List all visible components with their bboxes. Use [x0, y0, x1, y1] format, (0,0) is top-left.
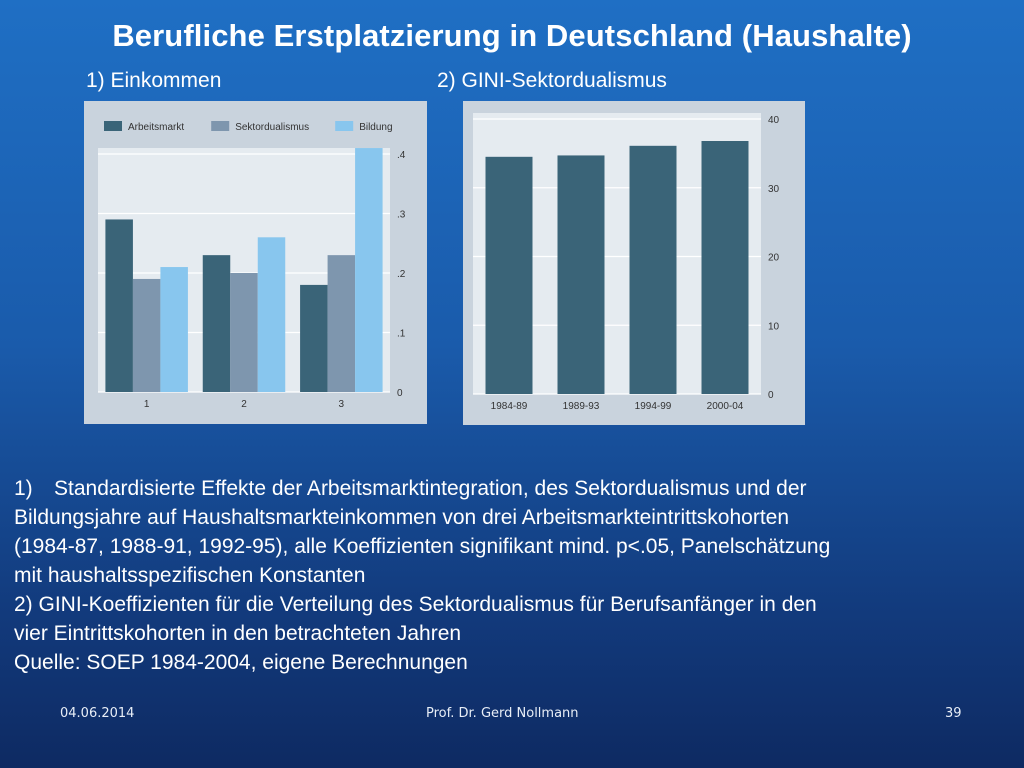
gini-chart-ytick-label: 20: [768, 253, 780, 264]
gini-chart-ytick-label: 40: [768, 115, 780, 126]
income-chart-legend-label: Arbeitsmarkt: [128, 122, 184, 133]
gini-chart-ytick-label: 10: [768, 321, 780, 332]
note1-line4: mit haushaltsspezifischen Konstanten: [14, 564, 366, 587]
income-chart-bar: [230, 273, 258, 392]
note1-line3: (1984-87, 1988-91, 1992-95), alle Koeffi…: [14, 535, 831, 558]
income-chart-bar: [105, 219, 133, 392]
income-chart-legend-swatch: [335, 121, 354, 131]
income-chart-bar: [327, 255, 356, 392]
income-chart-ytick-label: .4: [397, 150, 406, 161]
gini-chart-xtick-label: 1984-89: [491, 401, 528, 412]
income-chart-ytick-label: .1: [397, 329, 406, 340]
footer-date: 04.06.2014: [60, 706, 135, 721]
gini-chart: 0 10 20 30 40 1984-89 1989-93 1994-99 2000-04: [463, 101, 805, 425]
footer-author: Prof. Dr. Gerd Nollmann: [426, 706, 579, 721]
income-chart-legend-swatch: [211, 121, 230, 131]
note2-line1: 2) GINI-Koeffizienten für die Verteilung…: [14, 593, 817, 616]
income-chart: 0 .1 .2 .3 .4 1 2 3 Arbeitsmarkt Sektordualismus B…: [84, 101, 427, 424]
gini-chart-bar: [629, 145, 677, 394]
income-chart-legend-label: Bildung: [359, 122, 392, 133]
notes-block: 1) Standardisierte Effekte der Arbeitsmar…: [14, 474, 1014, 677]
income-chart-bar: [355, 148, 383, 392]
income-chart-xtick-label: 1: [144, 399, 150, 410]
income-chart-xtick-label: 2: [241, 399, 247, 410]
income-chart-bar: [132, 278, 161, 392]
note2-line2: vier Eintrittskohorten in den betrachtet…: [14, 622, 462, 645]
note1-text1: Standardisierte Effekte der Arbeitsmarkt…: [54, 477, 807, 500]
gini-chart-bar: [485, 156, 533, 394]
income-chart-bar: [160, 267, 188, 392]
source-line: Quelle: SOEP 1984-2004, eigene Berechnun…: [14, 651, 468, 674]
chart2-subtitle: 2) GINI-Sektordualismus: [437, 69, 667, 92]
gini-chart-svg: 0 10 20 30 40 1984-89 1989-93 1994-99 2000-04: [473, 113, 780, 412]
footer-page-number: 39: [945, 706, 962, 721]
gini-chart-bar: [557, 155, 605, 394]
gini-chart-ytick-label: 30: [768, 184, 780, 195]
chart1-subtitle: 1) Einkommen: [86, 69, 222, 92]
income-chart-xtick-label: 3: [339, 399, 345, 410]
gini-chart-ytick-label: 0: [768, 390, 774, 401]
note1-line1: 1) Standardisierte Effekte der Arbeitsmar…: [14, 474, 1014, 503]
gini-chart-xtick-label: 1989-93: [563, 401, 600, 412]
gini-chart-xtick-label: 1994-99: [635, 401, 672, 412]
slide-title: Berufliche Erstplatzierung in Deutschlan…: [112, 18, 912, 53]
income-chart-legend-swatch: [104, 121, 122, 131]
income-chart-bar: [257, 237, 286, 392]
income-chart-ytick-label: .3: [397, 210, 406, 221]
note1-line2: Bildungsjahre auf Haushaltsmarkteinkomme…: [14, 506, 790, 529]
income-chart-bar: [300, 284, 328, 392]
income-chart-bar: [202, 255, 231, 392]
gini-chart-xtick-label: 2000-04: [707, 401, 744, 412]
income-chart-ytick-label: .2: [397, 269, 406, 280]
income-chart-legend-label: Sektordualismus: [235, 122, 309, 133]
gini-chart-bar: [701, 141, 749, 394]
note1-number: 1): [14, 477, 33, 500]
income-chart-svg: 0 .1 .2 .3 .4 1 2 3 Arbeitsmarkt Sektordualismus B…: [98, 121, 406, 410]
income-chart-ytick-label: 0: [397, 388, 403, 399]
